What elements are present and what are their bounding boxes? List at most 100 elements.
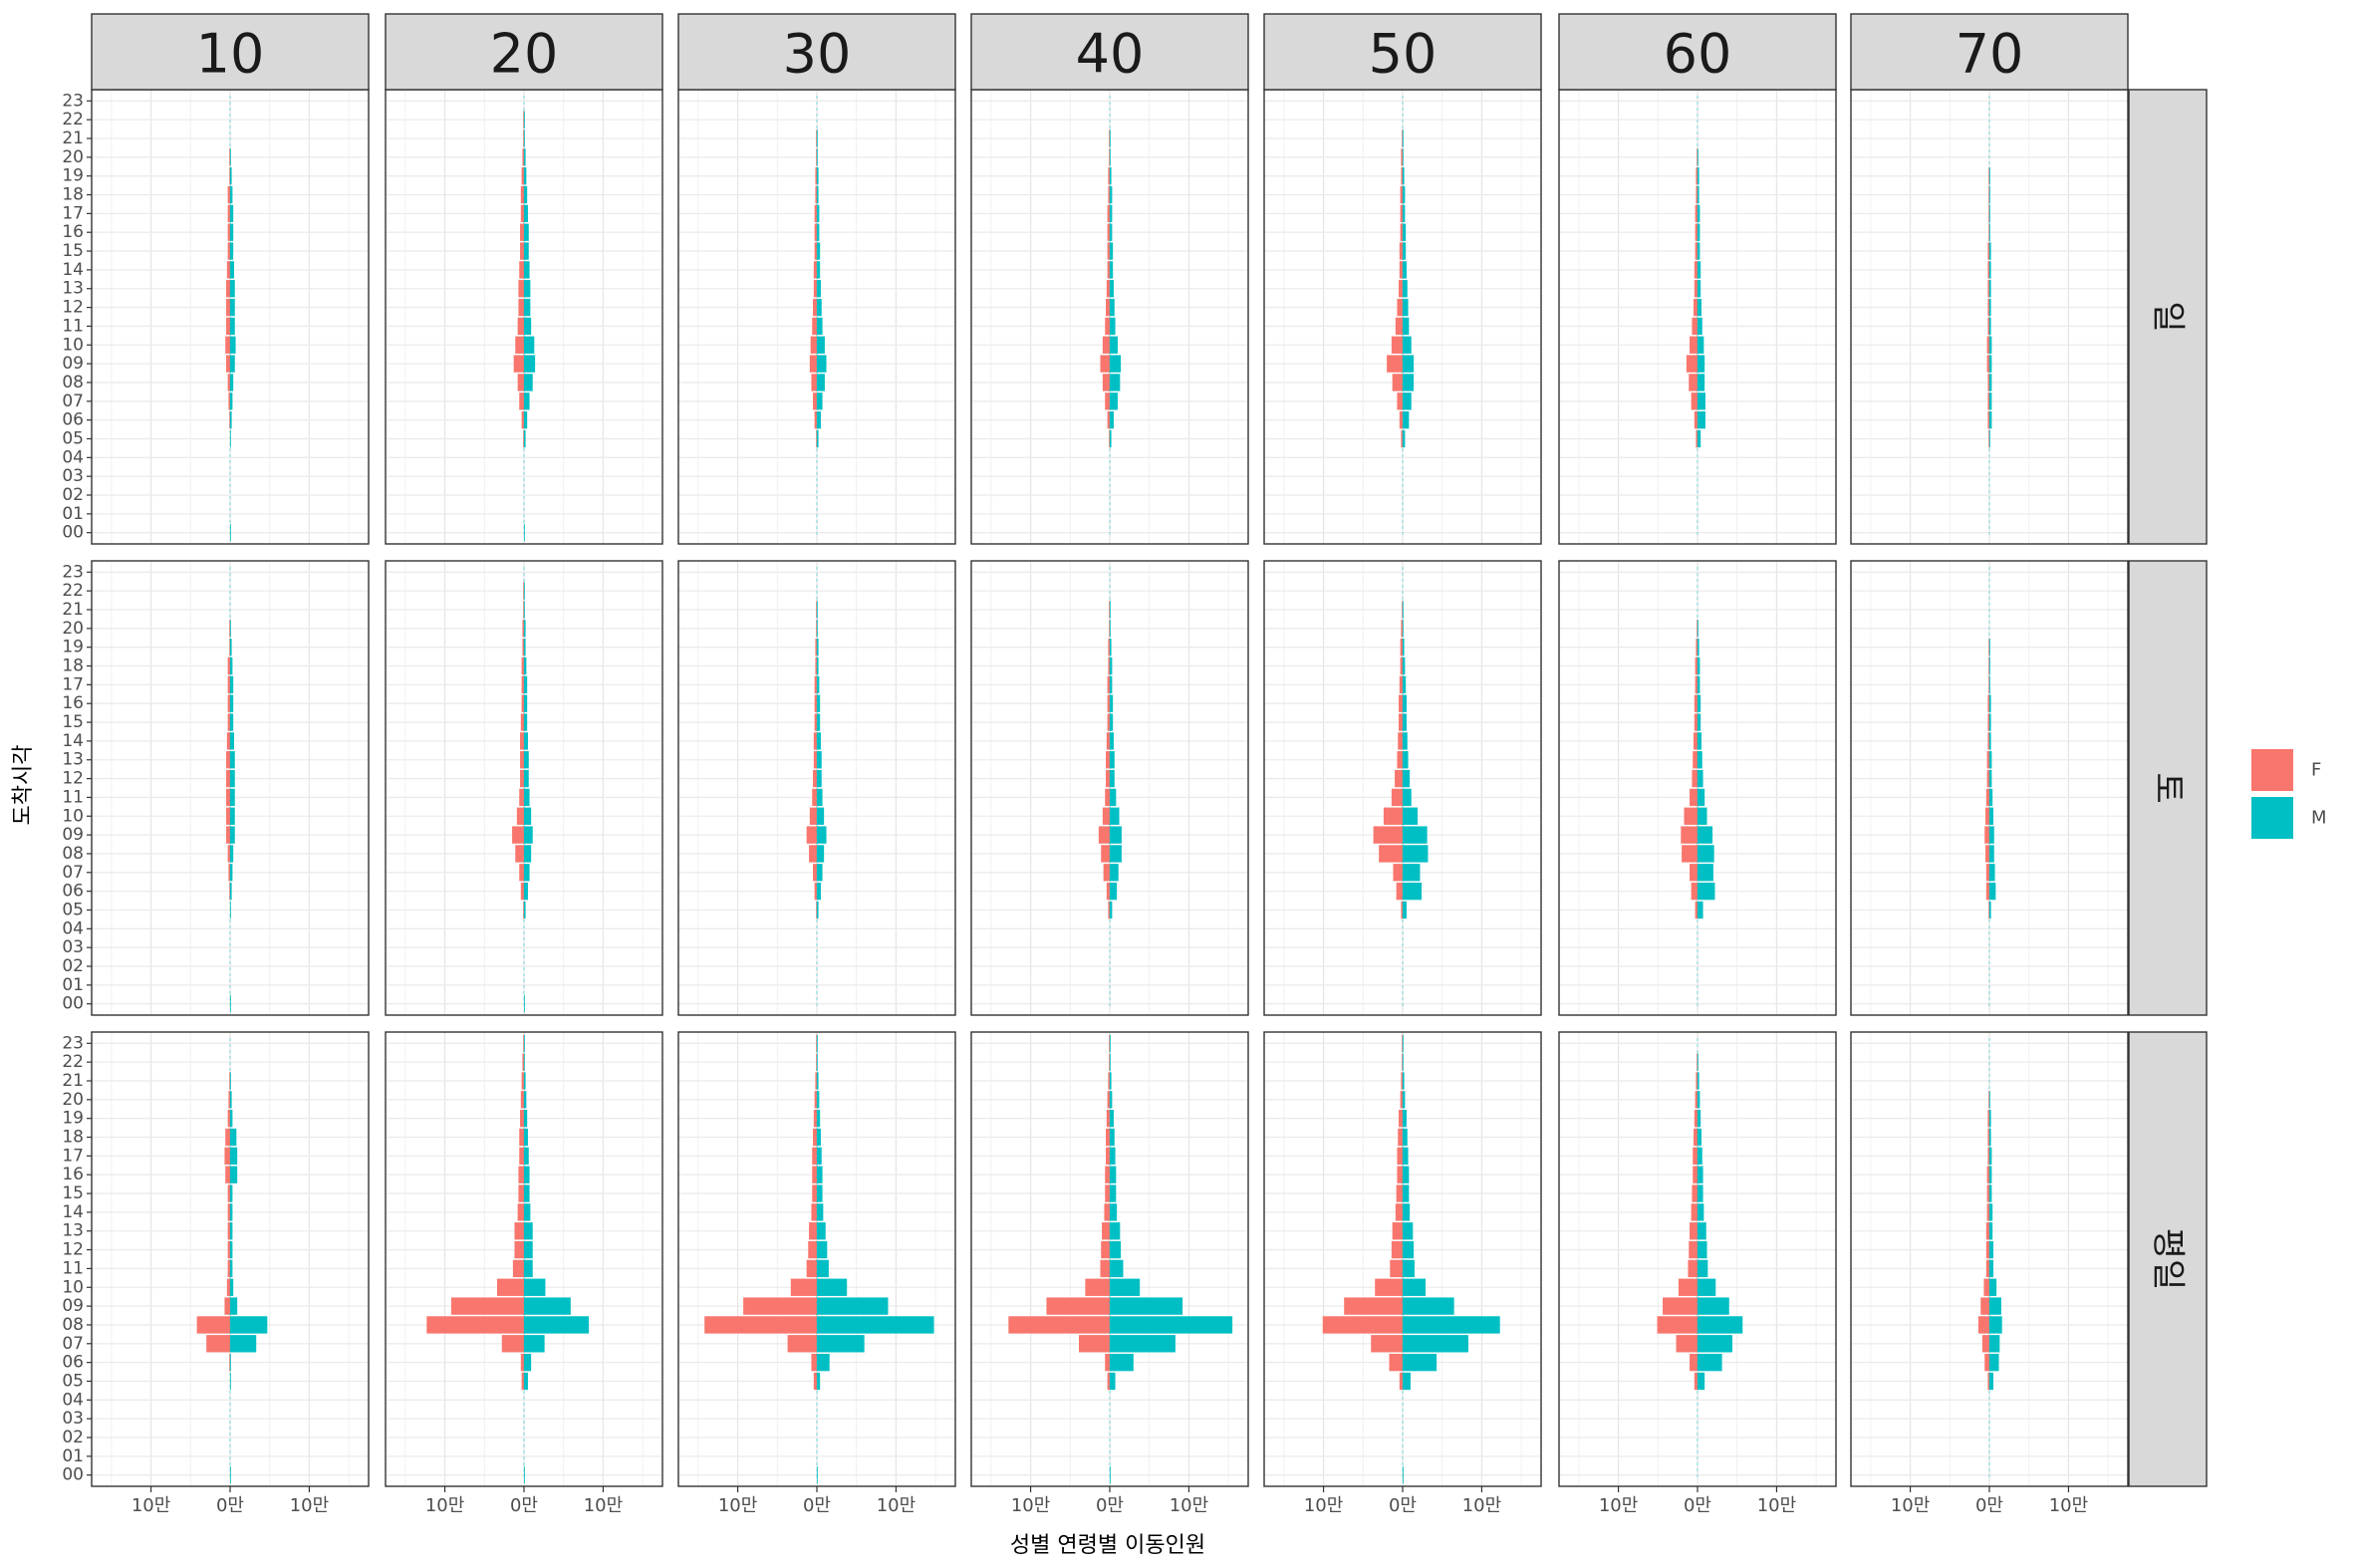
bar-M-sat-20-h00 [524, 995, 525, 1013]
bar-F-sun-60-h16 [1695, 223, 1698, 241]
bar-F-sat-40-h05 [1108, 901, 1110, 919]
bar-M-wkd-70-h10 [1989, 1278, 1997, 1296]
bar-F-sun-60-h11 [1692, 317, 1698, 336]
bar-M-wkd-60-h11 [1698, 1259, 1708, 1278]
y-tick-label: 07 [62, 392, 84, 411]
bar-M-sun-20-h13 [524, 280, 531, 298]
bar-M-sat-20-h06 [524, 882, 528, 901]
bar-M-sat-60-h19 [1698, 639, 1699, 656]
bar-F-wkd-20-h07 [501, 1335, 524, 1353]
bar-M-wkd-50-h17 [1403, 1147, 1409, 1166]
bar-M-wkd-40-h10 [1110, 1278, 1141, 1296]
bar-M-wkd-10-h13 [230, 1222, 233, 1240]
y-tick-label: 23 [62, 562, 84, 582]
y-tick-label: 07 [62, 863, 84, 883]
bar-M-wkd-30-h10 [817, 1278, 848, 1296]
bar-M-wkd-40-h20 [1110, 1091, 1113, 1109]
bar-M-sat-30-h18 [817, 656, 819, 675]
y-tick-label: 08 [62, 844, 84, 864]
y-tick-label: 00 [62, 1465, 84, 1485]
row-strip-background [2128, 1031, 2208, 1487]
bar-F-wkd-40-h14 [1104, 1203, 1110, 1221]
bar-F-sun-60-h15 [1695, 242, 1698, 260]
bar-F-wkd-20-h11 [512, 1259, 524, 1278]
bar-M-wkd-40-h09 [1110, 1297, 1183, 1315]
bar-M-sun-20-h19 [524, 167, 527, 185]
bar-F-wkd-10-h12 [227, 1240, 230, 1259]
bar-F-sun-10-h11 [226, 317, 230, 336]
bar-F-wkd-50-h07 [1371, 1335, 1403, 1353]
bar-M-sun-20-h21 [524, 130, 525, 147]
bar-F-sun-70-h07 [1987, 392, 1989, 410]
bar-M-sat-70-h12 [1989, 769, 1992, 788]
bar-F-sat-50-h10 [1383, 807, 1403, 825]
bar-M-sun-30-h05 [817, 429, 819, 448]
bar-F-sun-10-h13 [226, 280, 230, 298]
bar-F-sun-60-h08 [1689, 374, 1698, 392]
bar-F-sun-50-h09 [1387, 355, 1403, 373]
bar-M-wkd-40-h05 [1110, 1372, 1116, 1391]
col-strip-20: 20 [385, 13, 663, 91]
bar-M-wkd-30-h12 [817, 1240, 828, 1259]
bar-M-sat-40-h19 [1110, 639, 1112, 656]
bar-M-wkd-60-h06 [1698, 1353, 1722, 1372]
bar-F-wkd-10-h20 [228, 1091, 230, 1109]
bar-F-wkd-30-h20 [814, 1091, 817, 1109]
bar-M-sat-10-h11 [230, 788, 235, 807]
bar-F-sat-70-h14 [1987, 732, 1989, 750]
bar-F-sun-40-h08 [1102, 374, 1110, 392]
bar-F-sat-40-h12 [1106, 769, 1110, 788]
bar-F-sat-60-h11 [1690, 788, 1698, 807]
bar-M-wkd-50-h23 [1403, 1034, 1404, 1052]
bar-F-sat-50-h06 [1396, 882, 1403, 901]
bar-M-wkd-70-h18 [1989, 1128, 1991, 1147]
bar-M-sun-20-h07 [524, 392, 530, 410]
bar-M-sun-50-h07 [1403, 392, 1412, 410]
y-tick-label: 14 [62, 1202, 84, 1222]
bar-M-sat-10-h14 [230, 732, 234, 750]
bar-M-wkd-20-h19 [524, 1110, 528, 1128]
bar-F-sun-40-h09 [1100, 355, 1110, 373]
bar-M-wkd-50-h05 [1403, 1372, 1411, 1391]
panel-border [1558, 560, 1837, 1016]
bar-F-sat-20-h19 [522, 639, 524, 656]
bar-M-sat-40-h18 [1110, 656, 1113, 675]
bar-M-sun-10-h08 [230, 374, 234, 392]
x-tick-label: 0만 [216, 1495, 244, 1516]
bar-F-sat-60-h19 [1696, 639, 1698, 656]
bar-M-sat-60-h13 [1698, 751, 1702, 769]
x-tick-label: 10만 [1011, 1495, 1050, 1516]
bar-M-sat-50-h14 [1403, 732, 1408, 750]
y-tick-label: 15 [62, 712, 84, 732]
panel-border [677, 560, 956, 1016]
bar-M-wkd-30-h18 [817, 1128, 821, 1147]
bar-F-sat-10-h11 [226, 788, 230, 807]
panel-sun-40 [970, 89, 1249, 545]
bar-M-wkd-10-h17 [230, 1147, 238, 1166]
bar-F-wkd-70-h10 [1983, 1278, 1989, 1296]
bar-M-sat-20-h14 [524, 732, 528, 750]
legend: FM [2251, 749, 2327, 839]
y-tick-label: 12 [62, 769, 84, 789]
bar-F-sat-50-h18 [1400, 656, 1403, 675]
x-tick-label: 10만 [1304, 1495, 1343, 1516]
bar-M-wkd-20-h23 [524, 1034, 525, 1052]
bar-F-sun-70-h08 [1987, 374, 1989, 392]
bar-F-sun-30-h10 [810, 336, 817, 354]
y-tick-label: 05 [62, 900, 84, 919]
col-strip-label-60: 60 [1664, 23, 1732, 86]
bar-M-wkd-60-h21 [1698, 1072, 1699, 1090]
bar-M-sun-10-h10 [230, 336, 236, 354]
bar-M-wkd-10-h16 [230, 1166, 238, 1183]
bar-M-sat-40-h08 [1110, 845, 1122, 863]
col-strip-background [385, 13, 663, 91]
bar-F-wkd-50-h08 [1322, 1316, 1403, 1334]
bar-F-sat-20-h12 [520, 769, 524, 788]
bar-M-sat-40-h15 [1110, 713, 1114, 731]
bar-M-wkd-60-h18 [1698, 1128, 1701, 1147]
bar-M-sat-70-h07 [1989, 864, 1995, 882]
bar-F-wkd-50-h20 [1400, 1091, 1403, 1109]
bar-M-sat-50-h17 [1403, 675, 1407, 694]
bar-F-sun-70-h16 [1988, 223, 1990, 241]
bar-F-sat-70-h12 [1986, 769, 1989, 788]
